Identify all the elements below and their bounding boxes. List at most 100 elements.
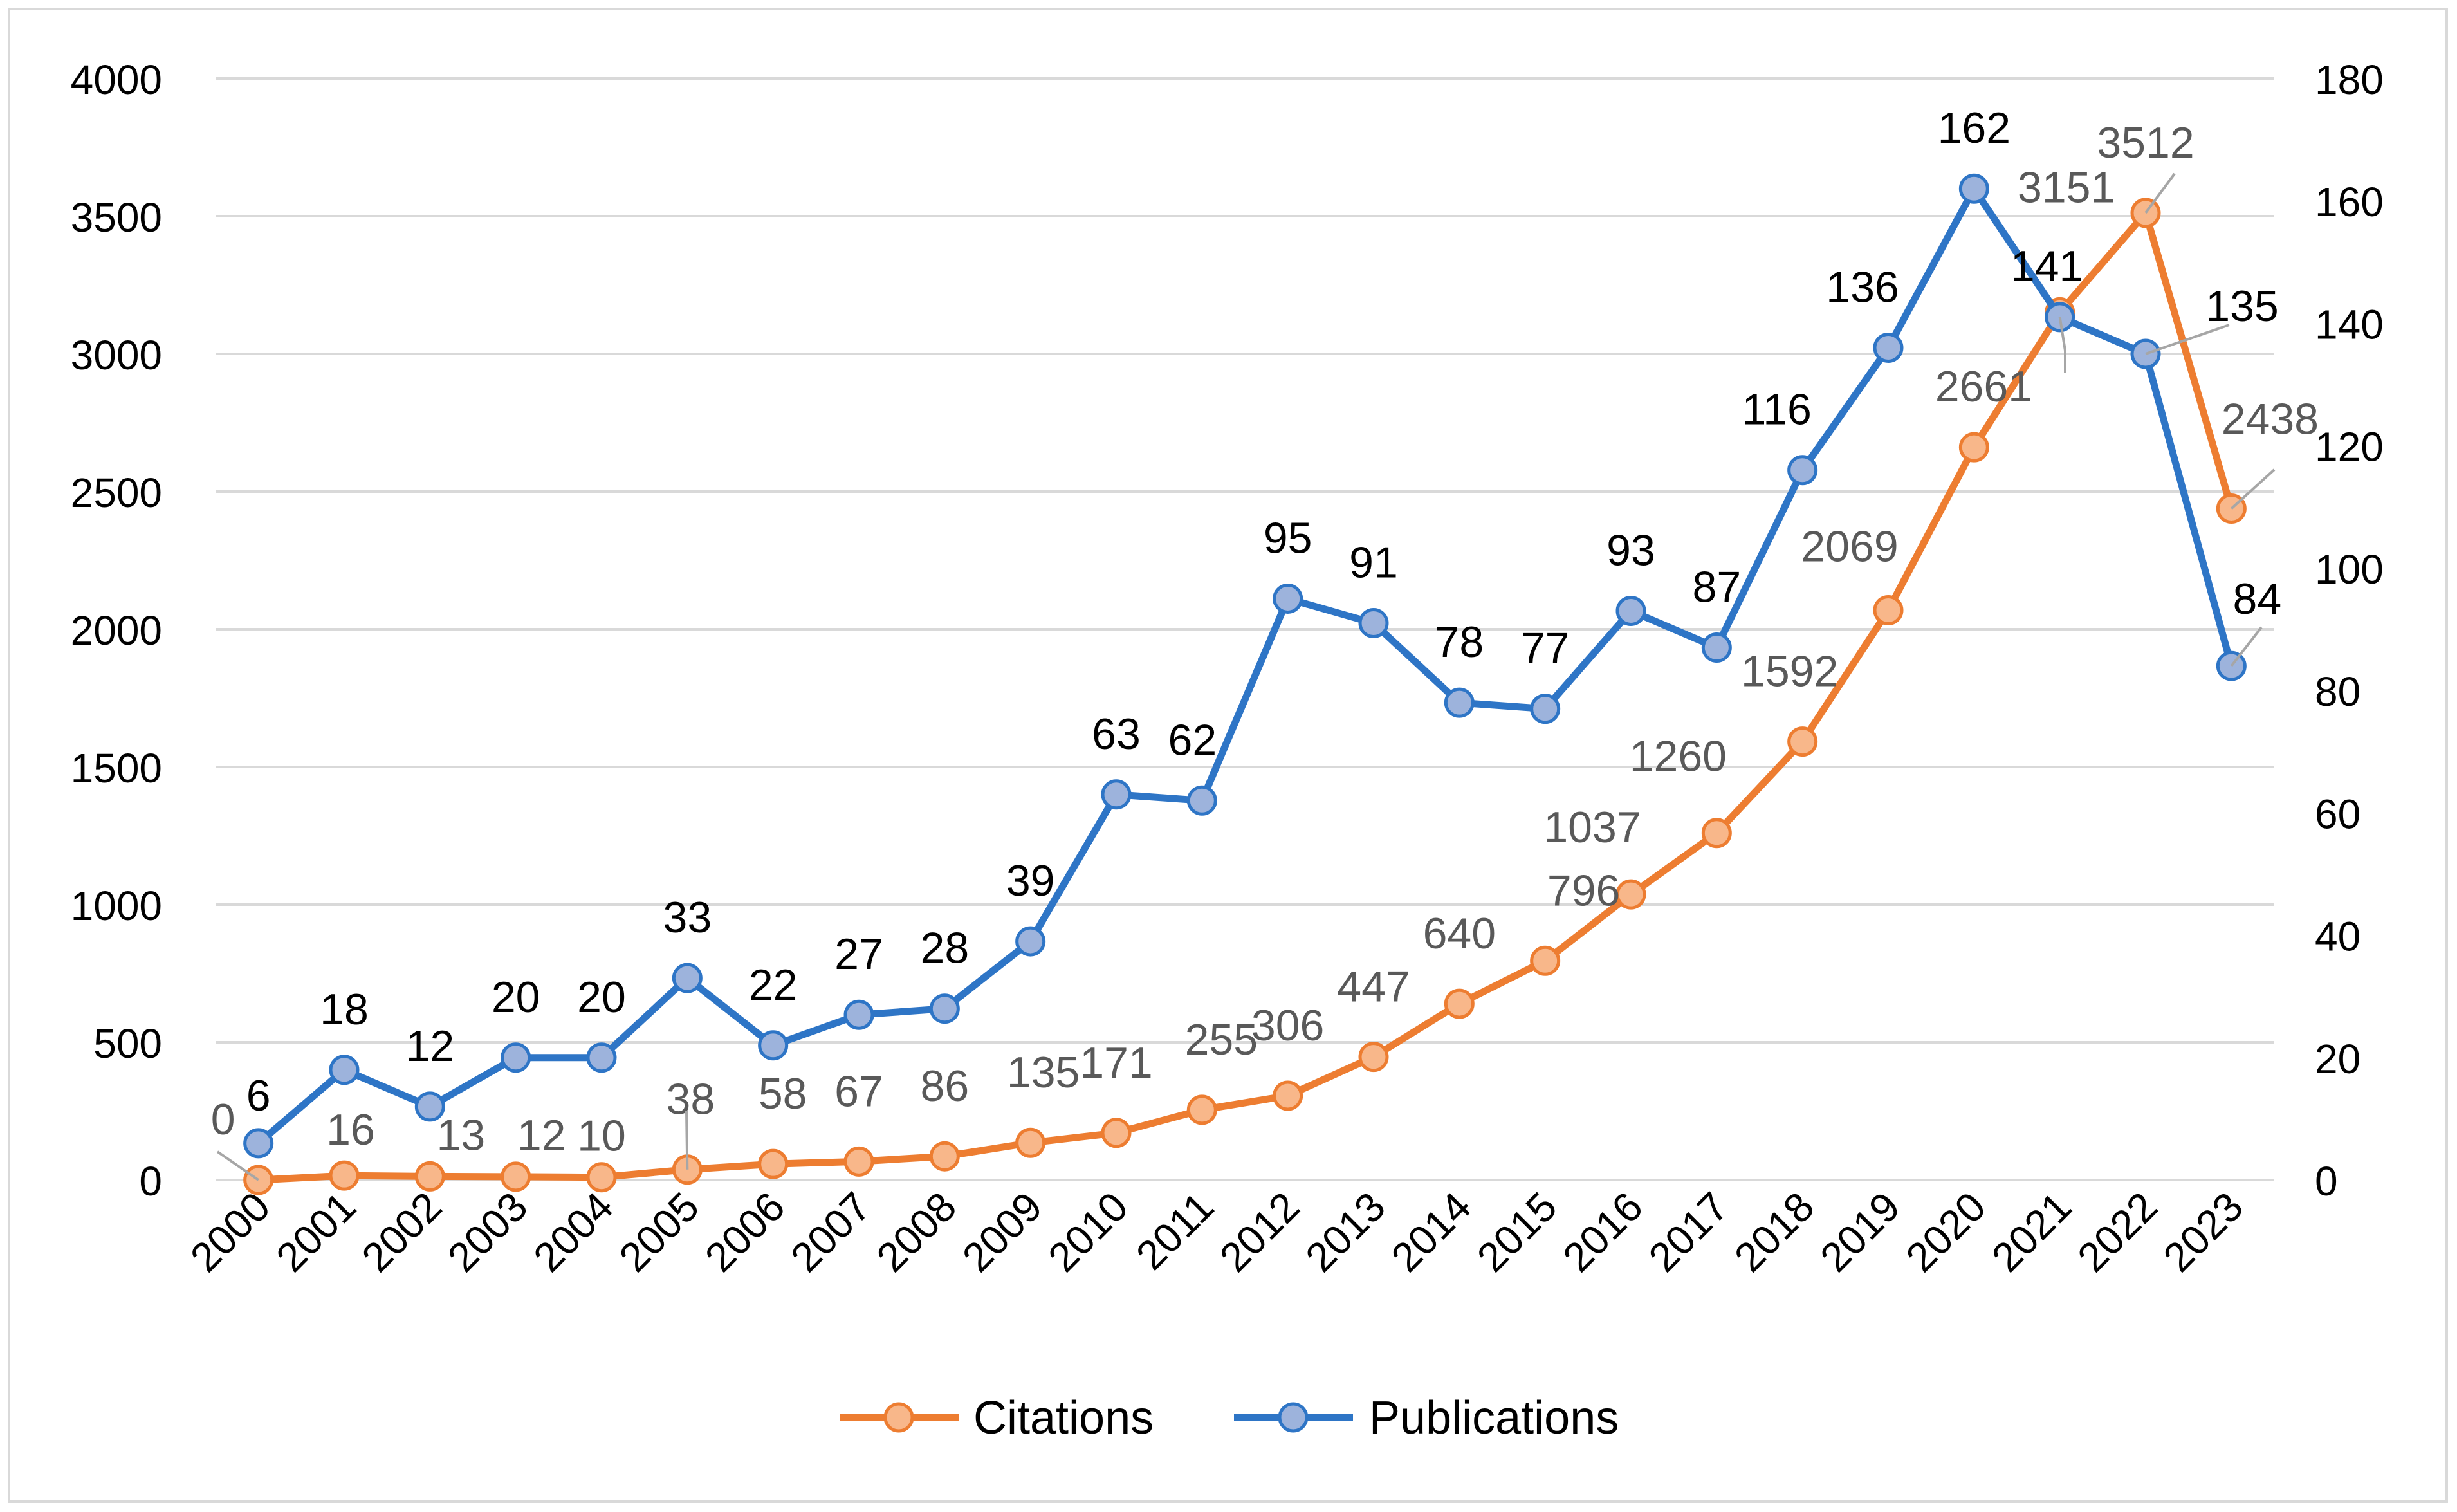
data-point-publications xyxy=(1358,607,1389,638)
data-point-citations xyxy=(1958,432,1989,463)
x-axis-tick-label: 2002 xyxy=(353,1183,451,1281)
x-axis-tick-label: 2020 xyxy=(1897,1183,1995,1281)
x-axis-tick-label: 2008 xyxy=(868,1183,966,1281)
data-label-publications: 20 xyxy=(492,973,540,1022)
left-axis-tick-label: 1000 xyxy=(71,883,162,929)
data-label-publications: 116 xyxy=(1742,385,1811,434)
data-point-citations xyxy=(1101,1118,1132,1148)
data-point-publications xyxy=(929,993,960,1024)
x-axis-tick-label: 2022 xyxy=(2068,1183,2166,1281)
x-axis-tick-label: 2023 xyxy=(2155,1183,2252,1281)
data-label-publications: 135 xyxy=(2205,282,2278,331)
data-label-citations: 16 xyxy=(326,1105,375,1154)
label-leader-line xyxy=(685,1111,689,1170)
x-axis-tick-label: 2006 xyxy=(696,1183,794,1281)
data-label-citations: 13 xyxy=(437,1111,486,1159)
data-label-citations: 86 xyxy=(921,1062,970,1111)
right-axis-tick-label: 160 xyxy=(2315,179,2384,225)
data-point-citations xyxy=(586,1162,617,1193)
left-axis-tick-label: 2000 xyxy=(71,607,162,654)
right-axis-tick-label: 40 xyxy=(2315,914,2360,960)
data-point-publications xyxy=(1530,694,1561,724)
data-label-publications: 87 xyxy=(1693,563,1742,612)
label-leader-line xyxy=(2145,324,2230,355)
data-label-citations: 3512 xyxy=(2097,118,2194,167)
right-axis-ticks: 0 20 40 60 80 100 120 140 160 180 xyxy=(2315,57,2384,1204)
right-axis-tick-label: 120 xyxy=(2315,424,2384,470)
data-point-publications xyxy=(501,1042,531,1073)
data-point-publications xyxy=(1787,455,1818,486)
x-axis-tick-label: 2000 xyxy=(181,1183,279,1281)
left-axis-tick-label: 0 xyxy=(139,1158,162,1204)
data-label-publications: 77 xyxy=(1521,624,1570,673)
label-leader-line xyxy=(2230,468,2276,510)
data-point-publications xyxy=(672,963,703,993)
data-point-citations xyxy=(1530,945,1561,976)
right-axis-tick-label: 100 xyxy=(2315,546,2384,593)
data-label-citations: 447 xyxy=(1337,963,1410,1011)
data-label-publications: 18 xyxy=(320,985,369,1034)
left-axis-tick-label: 500 xyxy=(93,1020,162,1067)
data-point-citations xyxy=(1701,818,1732,849)
series-group xyxy=(243,173,2247,1195)
x-axis-tick-label: 2011 xyxy=(1127,1183,1222,1278)
data-label-citations: 67 xyxy=(834,1067,883,1116)
data-point-citations xyxy=(1787,726,1818,757)
data-point-citations xyxy=(414,1161,445,1192)
data-label-publications: 136 xyxy=(1826,263,1899,311)
data-label-publications: 12 xyxy=(406,1022,455,1071)
data-label-publications: 39 xyxy=(1006,856,1055,905)
x-axis-tick-label: 2004 xyxy=(524,1183,622,1281)
data-label-citations: 1592 xyxy=(1741,647,1838,696)
data-point-citations xyxy=(1358,1042,1389,1073)
data-label-publications: 33 xyxy=(663,893,712,942)
data-label-citations: 255 xyxy=(1185,1015,1258,1064)
data-point-publications xyxy=(1273,583,1303,614)
x-axis-ticks: 2000200120022003200420052006200720082009… xyxy=(181,1183,2252,1281)
data-point-citations xyxy=(329,1160,360,1191)
data-label-citations: 1260 xyxy=(1630,732,1727,781)
x-axis-tick-label: 2013 xyxy=(1296,1183,1394,1281)
legend-marker-citations xyxy=(883,1402,914,1433)
data-point-publications xyxy=(414,1091,445,1122)
legend-marker-publications xyxy=(1278,1402,1309,1433)
x-axis-tick-label: 2005 xyxy=(611,1183,708,1281)
data-point-citations xyxy=(1873,595,1904,625)
data-point-citations xyxy=(1273,1080,1303,1111)
label-leader-line xyxy=(216,1150,259,1181)
data-label-publications: 84 xyxy=(2233,575,2282,623)
right-axis-tick-label: 140 xyxy=(2315,301,2384,347)
data-label-publications: 20 xyxy=(577,973,626,1022)
data-label-citations: 2661 xyxy=(1935,362,2032,411)
right-axis-tick-label: 80 xyxy=(2315,668,2360,715)
data-label-citations: 3151 xyxy=(2018,163,2115,212)
left-axis-tick-label: 3000 xyxy=(71,332,162,378)
x-axis-tick-label: 2017 xyxy=(1640,1183,1738,1281)
data-label-citations: 171 xyxy=(1080,1038,1152,1087)
data-point-publications xyxy=(1186,785,1217,816)
x-axis-tick-label: 2015 xyxy=(1468,1183,1566,1281)
data-label-publications: 63 xyxy=(1092,710,1141,759)
label-leader-line xyxy=(2230,626,2263,667)
legend: Citations Publications xyxy=(840,1392,1619,1444)
x-axis-tick-label: 2007 xyxy=(782,1183,879,1281)
data-label-citations: 796 xyxy=(1547,866,1620,915)
right-axis-tick-label: 180 xyxy=(2315,57,2384,103)
data-point-publications xyxy=(1015,926,1046,957)
x-axis-tick-label: 2010 xyxy=(1039,1183,1137,1281)
data-point-publications xyxy=(758,1030,789,1061)
left-axis-tick-label: 2500 xyxy=(71,470,162,516)
data-point-citations xyxy=(1186,1094,1217,1125)
x-axis-tick-label: 2014 xyxy=(1383,1183,1480,1281)
data-point-publications xyxy=(586,1042,617,1073)
right-axis-tick-label: 20 xyxy=(2315,1036,2360,1082)
left-axis-ticks: 0 500 1000 1500 2000 2500 3000 3500 4000 xyxy=(71,57,162,1204)
legend-label-publications: Publications xyxy=(1369,1392,1619,1444)
data-label-publications: 28 xyxy=(921,924,970,973)
data-point-citations xyxy=(1444,988,1475,1019)
data-point-publications xyxy=(1873,332,1904,363)
data-label-citations: 2069 xyxy=(1801,522,1898,571)
data-label-publications: 162 xyxy=(1938,104,2011,152)
